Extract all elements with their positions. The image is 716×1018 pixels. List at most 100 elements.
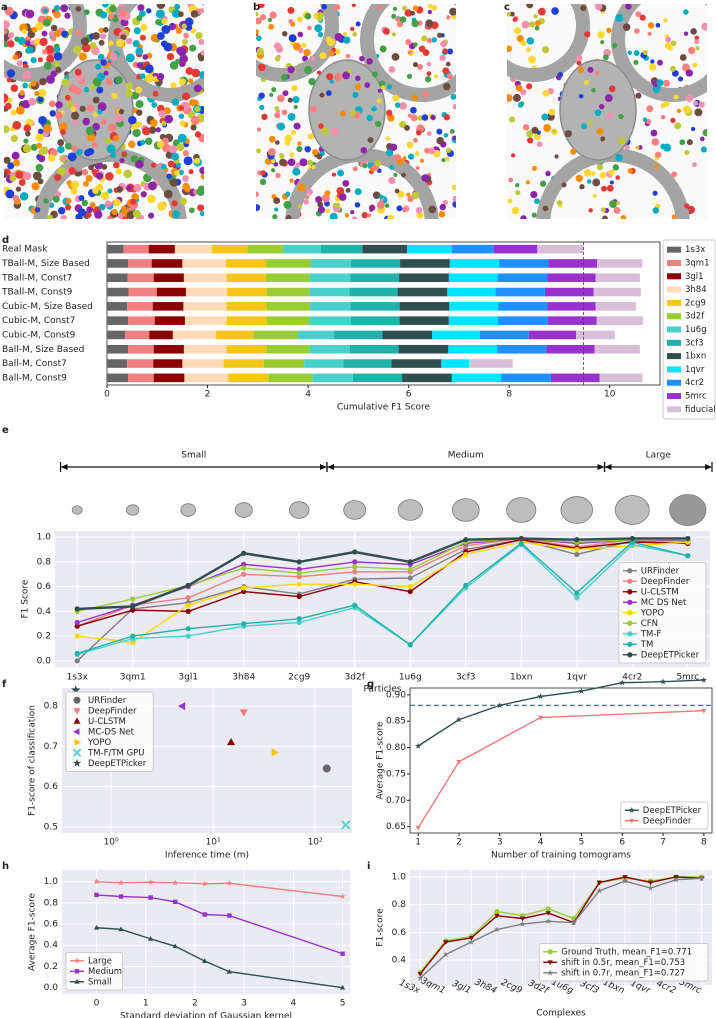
tomogram-render: c <box>504 2 707 219</box>
bar-segment <box>184 316 227 325</box>
particle <box>635 92 642 99</box>
marker <box>622 875 628 880</box>
bar-segment <box>576 330 615 340</box>
particle <box>183 156 193 166</box>
marker <box>673 876 680 883</box>
particle <box>673 94 679 100</box>
particle-icon <box>234 502 253 518</box>
marker <box>570 919 577 926</box>
particle <box>171 98 180 106</box>
particle <box>12 159 21 167</box>
particle <box>179 54 189 64</box>
series-line <box>77 537 688 611</box>
particle <box>399 102 408 110</box>
particle <box>4 6 14 16</box>
particle <box>694 35 700 41</box>
particle <box>427 4 433 9</box>
particle <box>86 148 95 156</box>
particle <box>75 5 82 12</box>
particle <box>275 172 281 179</box>
particle <box>125 82 133 90</box>
marker <box>173 899 178 905</box>
y-tick-label: 0.85 <box>386 717 406 727</box>
particle <box>95 172 104 180</box>
particle <box>393 172 398 178</box>
particle <box>100 191 110 200</box>
marker <box>322 764 331 773</box>
particle <box>401 172 406 178</box>
marker <box>407 566 413 572</box>
particle <box>526 37 535 45</box>
legend-box <box>65 952 124 991</box>
bar-segment <box>182 259 227 268</box>
marker <box>73 708 81 715</box>
bar-segment <box>449 259 500 268</box>
bar-segment <box>107 244 124 254</box>
marker <box>72 748 82 757</box>
bar-segment <box>226 316 267 325</box>
membrane <box>360 4 456 102</box>
tomogram-render: a <box>1 2 204 219</box>
marker <box>455 716 463 723</box>
bar-segment <box>499 259 549 268</box>
particle <box>418 45 426 53</box>
marker <box>627 610 633 616</box>
particle-icon <box>614 495 650 525</box>
bar-segment <box>107 259 129 268</box>
particle <box>657 59 663 66</box>
particle <box>182 150 189 157</box>
particle <box>701 22 707 31</box>
particle <box>53 10 61 19</box>
marker <box>698 875 705 881</box>
y-tick-label: 0.65 <box>386 822 406 832</box>
particle <box>61 78 70 87</box>
particle <box>261 113 268 121</box>
particle <box>406 141 414 149</box>
row-label: TBall-M, Const7 <box>1 273 72 283</box>
legend-swatch <box>667 326 681 333</box>
marker <box>227 737 236 746</box>
marker <box>407 584 413 590</box>
marker <box>130 633 136 639</box>
particle <box>163 42 173 52</box>
particle <box>178 11 184 17</box>
particle <box>352 31 358 37</box>
bar-segment <box>182 359 224 368</box>
particle <box>78 208 86 217</box>
particle <box>171 200 178 207</box>
legend-label: DeepFinder <box>88 706 137 716</box>
particle <box>126 211 135 219</box>
particle <box>256 29 259 35</box>
bar-segment <box>127 359 154 368</box>
bar-segment <box>309 316 351 325</box>
marker <box>700 676 707 683</box>
marker <box>74 619 80 626</box>
particle <box>75 29 83 36</box>
particle <box>130 155 138 163</box>
particle <box>37 88 47 98</box>
x-tick-label: 10 <box>604 390 616 400</box>
particle <box>45 45 55 54</box>
particle <box>634 28 640 34</box>
particle <box>396 158 404 166</box>
series-line <box>76 537 688 627</box>
particle <box>70 106 77 113</box>
marker <box>93 878 100 885</box>
particle <box>287 97 293 103</box>
particle <box>526 47 531 53</box>
x-tick-label: 3h84 <box>232 673 255 683</box>
particle <box>541 46 550 54</box>
particle <box>167 160 175 168</box>
marker <box>130 639 136 645</box>
particle <box>95 63 102 70</box>
legend-box <box>618 562 707 664</box>
particle <box>100 118 107 125</box>
legend-label: DeepFinder <box>643 816 692 826</box>
particle <box>12 120 22 130</box>
particle-icon <box>451 498 480 522</box>
particle <box>166 173 173 180</box>
particle <box>671 214 677 219</box>
particle <box>83 87 90 93</box>
particle <box>156 140 164 148</box>
particle <box>191 68 201 78</box>
